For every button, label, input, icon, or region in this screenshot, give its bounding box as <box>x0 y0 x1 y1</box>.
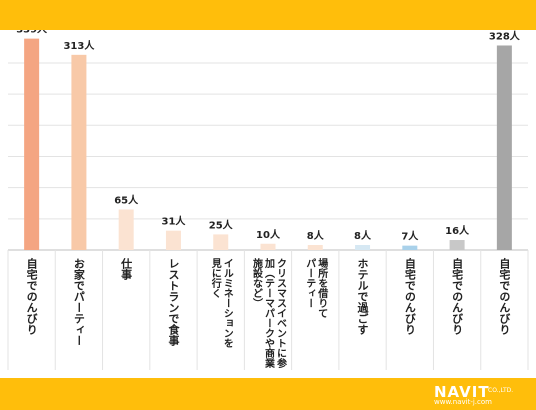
bottom-banner <box>0 378 536 410</box>
bar <box>213 234 229 250</box>
category-label: 自宅でのんびり <box>403 257 416 335</box>
data-label: 16人 <box>445 224 470 237</box>
bar <box>402 245 418 250</box>
bar <box>71 54 87 250</box>
category-label: 施設など） <box>251 257 264 308</box>
category-label: パーティー <box>304 258 316 308</box>
data-label: 8人 <box>354 229 372 242</box>
top-banner <box>0 0 536 30</box>
data-label: 328人 <box>489 30 521 42</box>
category-label: レストランで食事 <box>167 258 180 347</box>
bar <box>307 245 323 250</box>
category-label: 自宅でのんびり <box>498 257 511 335</box>
bar <box>118 209 134 250</box>
category-label: お家でパーティー <box>72 258 85 346</box>
data-label: 31人 <box>161 215 186 228</box>
logo-company-suffix: CO.,LTD. <box>488 387 514 394</box>
logo-name: NAVIT <box>434 383 490 401</box>
data-label: 25人 <box>209 218 234 231</box>
data-label: 7人 <box>401 230 419 243</box>
bar <box>449 240 465 250</box>
category-label: 見に行く <box>209 258 222 298</box>
data-label: 339人 <box>16 30 48 36</box>
bar <box>496 45 512 250</box>
category-label: 加（テーマパークや商業 <box>263 257 276 369</box>
navit-logo: NAVIT CO.,LTD. www.navit-j.com <box>434 383 526 407</box>
category-label: イルミネーションを <box>221 258 233 348</box>
bar <box>24 38 40 250</box>
bar <box>165 230 181 250</box>
data-label: 10人 <box>256 228 281 241</box>
data-label: 313人 <box>63 39 95 52</box>
bar <box>260 243 276 250</box>
data-label: 8人 <box>307 229 325 242</box>
category-label: 仕事 <box>120 257 134 281</box>
category-label: 場所を借りて <box>316 257 329 318</box>
data-label: 65人 <box>114 193 139 206</box>
bar <box>355 245 371 250</box>
category-label: 自宅でのんびり <box>451 257 464 335</box>
category-label: 自宅でのんびり <box>25 257 38 335</box>
logo-url: www.navit-j.com <box>434 398 492 406</box>
category-label: ホテルで過ごす <box>356 258 370 335</box>
category-label: クリスマスイベントに参 <box>275 258 287 369</box>
